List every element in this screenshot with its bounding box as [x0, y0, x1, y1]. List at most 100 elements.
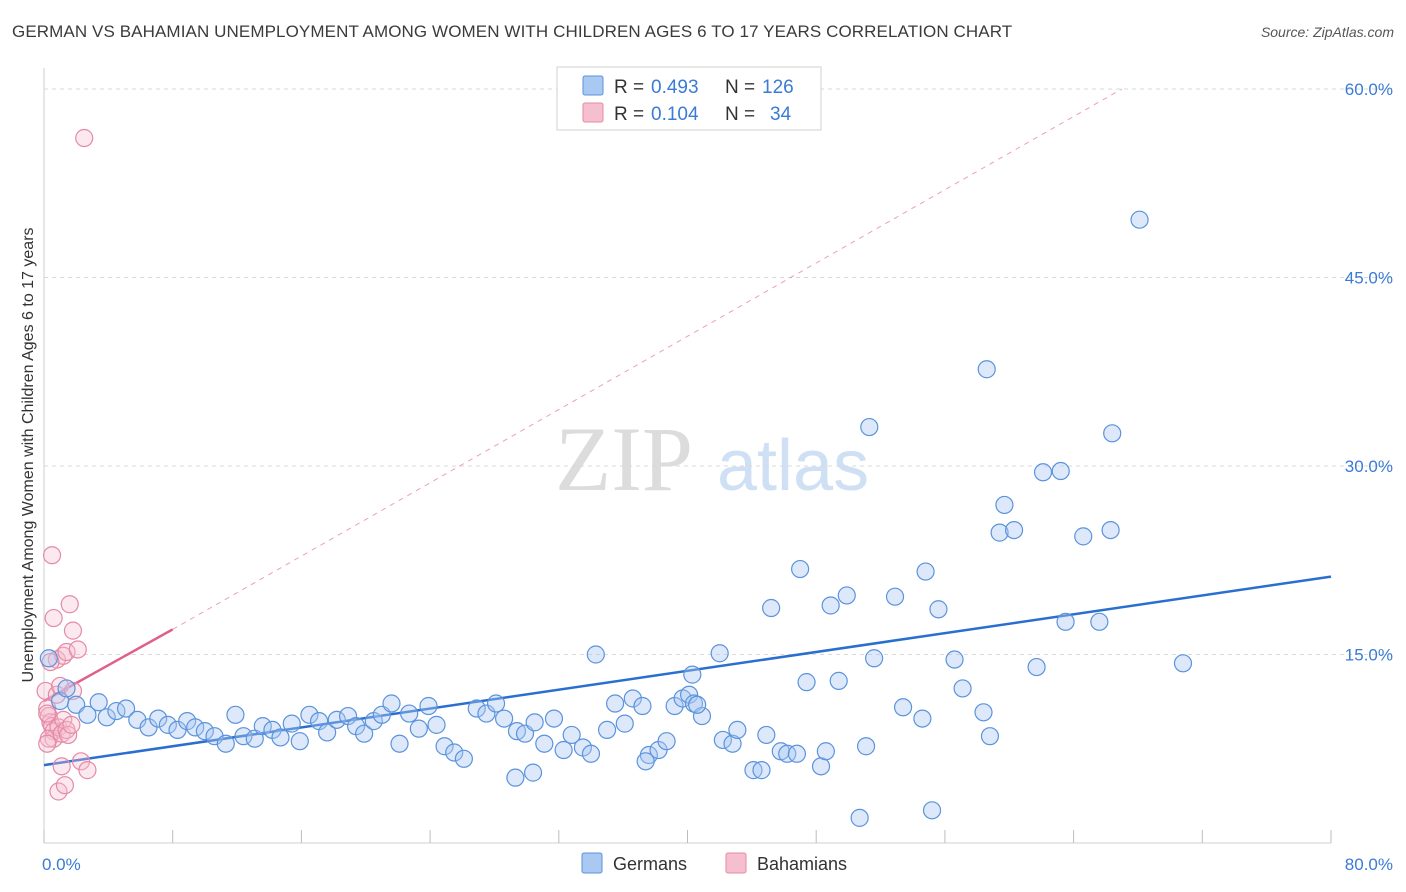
german-point [554, 740, 573, 760]
german-point [811, 757, 831, 776]
german-point [752, 761, 771, 780]
y-tick-label: 15.0% [1345, 646, 1393, 665]
german-point [860, 417, 879, 437]
legend-r-value-bahamians: 0.104 [651, 104, 699, 125]
german-point [253, 717, 272, 736]
german-point [623, 689, 642, 708]
german-point [454, 749, 473, 768]
bottom-legend-swatch-germans [581, 852, 603, 874]
bahamian-point [75, 128, 94, 148]
legend-r-label-germans: R = [614, 77, 644, 98]
german-point [300, 705, 319, 724]
german-point [913, 709, 932, 728]
legend-r-label-bahamians: R = [614, 104, 644, 125]
german-point [829, 671, 848, 690]
y-tick-label: 60.0% [1345, 80, 1393, 99]
german-point [78, 705, 97, 724]
german-point [409, 719, 428, 738]
bahamian-points [36, 128, 97, 801]
german-point [467, 699, 486, 718]
bahamian-point [62, 715, 81, 734]
german-point [606, 694, 625, 713]
german-point [762, 598, 781, 618]
watermark-zip: ZIP [555, 408, 693, 510]
german-point [816, 742, 835, 761]
german-point [821, 596, 840, 615]
german-point [1173, 654, 1193, 673]
bottom-legend-swatch-bahamians [725, 852, 747, 874]
german-point [523, 763, 543, 782]
german-point [186, 718, 205, 737]
german-point [495, 709, 514, 728]
bahamian-point [78, 761, 97, 780]
german-point [1074, 527, 1093, 546]
german-point [1130, 210, 1149, 229]
legend-swatch-bahamians [582, 102, 604, 123]
bahamian-point [38, 734, 57, 753]
bahamian-point [42, 546, 62, 565]
x-tick-labels: 0.0% 80.0% [42, 855, 1393, 874]
german-point [355, 724, 374, 743]
german-point [562, 725, 581, 745]
german-point [390, 734, 409, 753]
german-point [290, 732, 309, 751]
german-point [1004, 520, 1024, 540]
german-point [710, 644, 729, 663]
german-point [1090, 612, 1109, 631]
german-point [226, 705, 245, 724]
y-tick-labels: 15.0% 30.0% 45.0% 60.0% [1345, 80, 1393, 665]
y-axis-title: Unemployment Among Women with Children A… [20, 227, 37, 682]
german-point [525, 713, 544, 732]
german-point [865, 649, 884, 668]
german-point [657, 732, 676, 751]
german-point [57, 679, 76, 698]
german-point [916, 562, 935, 581]
bahamian-point [59, 725, 78, 745]
bottom-legend: Germans Bahamians [581, 852, 847, 874]
bottom-legend-bahamians: Bahamians [757, 854, 847, 874]
german-point [713, 730, 732, 750]
german-point [980, 727, 1000, 746]
bahamian-point [68, 640, 87, 659]
german-point [728, 720, 747, 740]
legend-r-value-germans: 0.493 [651, 77, 699, 98]
german-point [757, 725, 776, 745]
german-point [382, 694, 401, 713]
bahamian-point [57, 642, 76, 662]
german-point [850, 808, 869, 827]
axes [43, 68, 1332, 844]
german-point [327, 710, 346, 729]
german-point [787, 744, 806, 763]
german-point [581, 744, 601, 763]
german-point [318, 723, 337, 742]
german-point [977, 360, 996, 379]
german-point [990, 523, 1009, 542]
german-point [929, 600, 948, 619]
german-point [688, 695, 707, 714]
bahamian-trend-line [43, 628, 174, 703]
german-point [97, 708, 116, 727]
german-point [837, 586, 856, 605]
german-point [445, 743, 464, 762]
chart-title: GERMAN VS BAHAMIAN UNEMPLOYMENT AMONG WO… [12, 22, 1013, 41]
y-tick-label: 45.0% [1345, 269, 1393, 288]
bahamian-trend-extension [172, 88, 1123, 630]
legend-swatch-germans [582, 75, 604, 96]
german-point [67, 695, 86, 714]
german-points [39, 210, 1193, 827]
german-point [116, 699, 136, 718]
german-point [506, 768, 525, 787]
legend-n-label-germans: N = [725, 77, 755, 98]
german-point [692, 706, 712, 726]
german-point [234, 727, 253, 746]
german-point [39, 649, 58, 668]
german-point [597, 720, 617, 740]
german-point [893, 698, 913, 717]
bahamian-point [44, 608, 63, 628]
german-point [797, 673, 816, 692]
german-point [974, 703, 993, 722]
german-point [544, 709, 564, 728]
german-point [1027, 657, 1046, 677]
german-point [427, 715, 446, 734]
german-point [791, 559, 810, 579]
